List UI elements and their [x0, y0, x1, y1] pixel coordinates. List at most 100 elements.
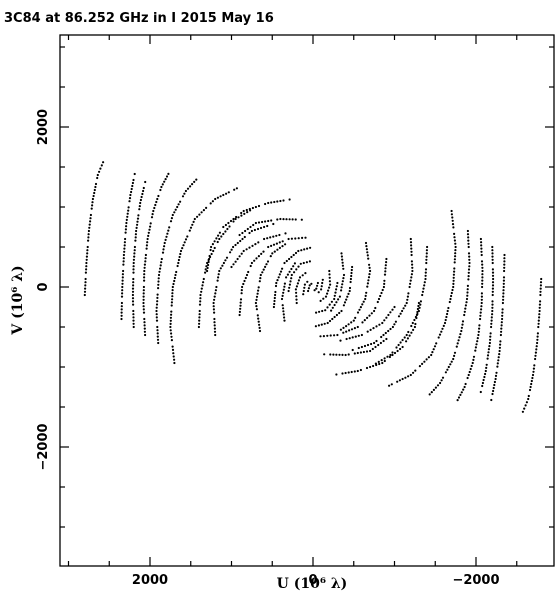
uv-point	[385, 257, 388, 261]
uv-point	[143, 321, 146, 324]
uv-point	[451, 288, 454, 292]
uv-point	[474, 346, 477, 349]
uv-point	[282, 218, 285, 221]
uv-point	[278, 241, 281, 244]
uv-point	[209, 202, 212, 205]
uv-point	[273, 299, 276, 303]
uv-point	[488, 345, 491, 348]
uv-point	[144, 253, 147, 257]
uv-point	[502, 292, 505, 295]
uv-point	[177, 203, 180, 206]
uv-point	[442, 324, 445, 327]
uv-point	[226, 227, 229, 231]
uv-point	[238, 313, 241, 317]
uv-point	[328, 269, 331, 273]
uv-point	[423, 284, 426, 287]
uv-point	[288, 257, 291, 261]
uv-point	[297, 237, 300, 240]
uv-point	[273, 200, 276, 204]
uv-point	[84, 281, 87, 284]
uv-point	[248, 231, 251, 235]
uv-point	[246, 211, 249, 214]
uv-point	[481, 263, 484, 266]
uv-point	[493, 380, 496, 384]
uv-point	[276, 218, 279, 221]
uv-point	[499, 343, 502, 346]
uv-point	[469, 367, 472, 371]
uv-point	[534, 357, 537, 361]
uv-point	[491, 309, 494, 313]
uv-point	[383, 319, 386, 322]
uv-point	[240, 289, 243, 292]
uv-point	[491, 392, 494, 396]
uv-point	[133, 172, 136, 176]
uv-point	[408, 285, 411, 289]
uv-point	[98, 170, 101, 173]
uv-point	[440, 379, 443, 382]
uv-point	[156, 293, 159, 296]
uv-point	[489, 332, 492, 335]
uv-point	[456, 342, 459, 345]
uv-point	[468, 261, 471, 265]
uv-point	[342, 273, 346, 277]
uv-point	[454, 252, 457, 255]
uv-point	[200, 287, 203, 290]
uv-point	[328, 276, 331, 279]
uv-point	[466, 233, 470, 236]
uv-point	[328, 286, 331, 289]
uv-point	[364, 297, 367, 301]
uv-point	[317, 324, 320, 327]
uv-point	[348, 337, 351, 340]
uv-point	[446, 309, 449, 313]
uv-point	[388, 355, 391, 359]
uv-point	[132, 322, 135, 325]
uv-point	[463, 310, 466, 313]
uv-point	[425, 258, 428, 261]
uv-point	[288, 198, 291, 201]
uv-point	[391, 351, 394, 354]
uv-point	[284, 232, 287, 235]
uv-point	[371, 347, 374, 351]
uv-point	[224, 259, 227, 262]
uv-point	[206, 266, 209, 270]
uv-point	[155, 200, 158, 204]
uv-point	[399, 312, 402, 315]
uv-point	[155, 319, 159, 322]
uv-point	[249, 225, 252, 229]
uv-point	[381, 288, 384, 292]
uv-point	[502, 298, 505, 301]
uv-point	[468, 258, 471, 261]
uv-point	[170, 301, 173, 304]
uv-point	[411, 321, 414, 325]
uv-point	[335, 313, 338, 317]
uv-point	[93, 191, 96, 195]
uv-point	[142, 301, 145, 305]
uv-point	[351, 336, 354, 339]
uv-point	[275, 281, 278, 285]
uv-point	[214, 289, 217, 292]
uv-point	[474, 349, 477, 352]
uv-point	[273, 302, 276, 306]
uv-point	[155, 309, 158, 313]
uv-point	[425, 261, 428, 265]
uv-point	[234, 217, 237, 221]
uv-point	[259, 226, 263, 230]
uv-point	[122, 263, 125, 266]
uv-point	[466, 284, 469, 287]
uv-point	[309, 246, 312, 249]
uv-point	[326, 321, 329, 325]
uv-point	[267, 245, 270, 249]
uv-point	[496, 365, 499, 368]
uv-point	[130, 187, 133, 191]
uv-point	[192, 220, 195, 223]
uv-point	[295, 301, 298, 305]
uv-point	[471, 361, 474, 365]
uv-point	[399, 341, 402, 344]
uv-point	[453, 267, 456, 270]
uv-point	[155, 316, 158, 319]
uv-point	[176, 205, 179, 209]
uv-point	[157, 277, 160, 280]
uv-point	[290, 273, 293, 277]
uv-point	[421, 290, 424, 293]
uv-point	[257, 255, 260, 258]
